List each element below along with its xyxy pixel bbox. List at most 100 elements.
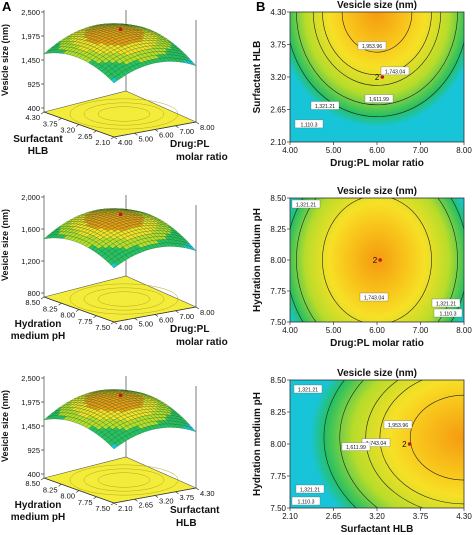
x-tick-label: 7.00 [180,312,195,321]
floor-contour [69,98,179,130]
contour-title: Vesicle size (nm) [337,368,417,379]
contour-level-label: 1,743.04 [366,441,386,447]
x-tick-label: 4.00 [282,146,298,155]
z-tick-label: 1,975 [21,398,40,407]
contour-level-box [294,119,324,129]
x-tick-label: 7.00 [413,326,429,335]
x-axis-label: Drug:PL molar ratio [330,158,424,169]
y-tick-label: 8.25 [270,408,286,417]
y-tick [93,315,97,319]
x-tick-label: 6.00 [159,316,174,325]
x-tick-label: 6.00 [159,131,174,140]
y-tick-label: 8.00 [60,492,75,501]
x-tick [154,495,159,498]
design-point-marker [407,442,412,446]
x-axis-label: Surfactant HLB [341,524,414,535]
x-tick-label: 3.75 [180,493,195,502]
y-tick-label: 7.50 [95,504,110,513]
contour-level-label: 1,743.04 [364,296,384,302]
x-tick-label: 4.00 [282,326,298,335]
contour-line [312,12,442,86]
design-point-label: 2 [375,73,380,82]
surface-facet [110,442,118,450]
floor-contour [97,291,151,307]
contour-level-box [310,101,340,110]
x-axis-label: HLB [176,518,197,529]
y-tick-label: 3.20 [270,73,286,82]
design-point-label: 2 [402,440,407,449]
contour-level-label: 1,611.99 [346,445,366,451]
y-tick [40,477,45,481]
y-tick-label: 7.50 [270,318,286,327]
contour-line [322,198,432,322]
z-tick-label: 800 [27,289,40,298]
contour-line [296,12,458,106]
y-axis-label: Hydration [15,319,62,330]
contour-level-box [295,484,325,494]
x-axis-label: Surfactant [170,505,220,516]
optimum-marker [118,393,123,398]
surface-mesh [43,208,197,269]
y-tick-label: 8.00 [60,311,75,320]
x-tick [154,314,159,317]
contour-line [323,380,357,508]
y-tick-label: 2.65 [78,132,93,141]
y-tick-label: 7.75 [78,317,93,326]
x-tick [134,498,138,502]
surface-plots: 2,500 1,975 1,450 925 400 Vesicle size (nm) 4.… [0,8,228,529]
contour-level-box [341,442,371,451]
contour-title: Vesicle size (nm) [337,0,417,11]
y-axis-label: Surfactant [13,134,63,145]
x-tick [175,125,179,129]
contour-lines [290,198,464,322]
panel-label-a: A [2,0,12,14]
x-tick-label: 2.10 [118,504,133,513]
x-tick-label: 6.00 [369,146,385,155]
contour-chart-3: 1,953.96 1,743.041,611.99 1,321.21 1,321.21… [252,368,472,535]
contour-level-box [359,292,389,302]
z-tick-label: 400 [27,104,40,113]
y-tick-label: 8.00 [270,440,286,449]
contour-level-box [291,496,321,506]
x-tick-label: 3.20 [369,512,385,521]
y-tick-label: 2.65 [270,106,286,115]
x-tick-label: 5.00 [139,319,154,328]
x-tick [134,317,138,321]
contour-level-label: 1,321.21 [315,104,335,110]
panel-label-b: B [256,0,265,14]
x-tick [195,487,200,491]
x-tick-label: 8.00 [456,326,472,335]
contour-line [296,198,458,322]
floor-contour [97,106,151,122]
contour-level-box [380,66,410,76]
contour-level-label: 1,321.21 [436,302,456,308]
y-tick-label: 7.50 [270,504,286,513]
contour-chart-1: 1,953.96 1,743.04 1,611.99 1,321.21 1,110.3 2… [252,0,472,169]
y-tick-label: 8.25 [43,485,58,494]
x-tick [175,310,179,314]
z-tick-label: 925 [27,446,40,455]
x-tick-label: 2.10 [282,512,298,521]
y-tick-label: 7.75 [270,472,286,481]
surface-mesh [43,389,197,450]
x-tick-label: 3.20 [159,497,174,506]
contour-level-box [357,41,387,50]
y-tick [40,111,45,115]
x-axis-label: molar ratio [176,152,228,163]
x-tick [113,502,118,506]
contour-lines [323,380,464,508]
y-axis-label: Hydration medium pH [252,392,263,496]
y-tick [110,321,115,325]
y-tick-label: 3.75 [43,119,58,128]
x-tick [195,306,200,310]
surface-facet [110,76,118,84]
y-tick [110,136,115,140]
contour-level-label: 1,321.21 [296,203,316,209]
x-tick [154,129,159,132]
contour-line [379,380,464,505]
x-tick-label: 5.00 [139,134,154,143]
z-tick-label: 1,450 [21,56,40,65]
contour-level-box [431,298,461,308]
surface-facet [110,261,118,269]
